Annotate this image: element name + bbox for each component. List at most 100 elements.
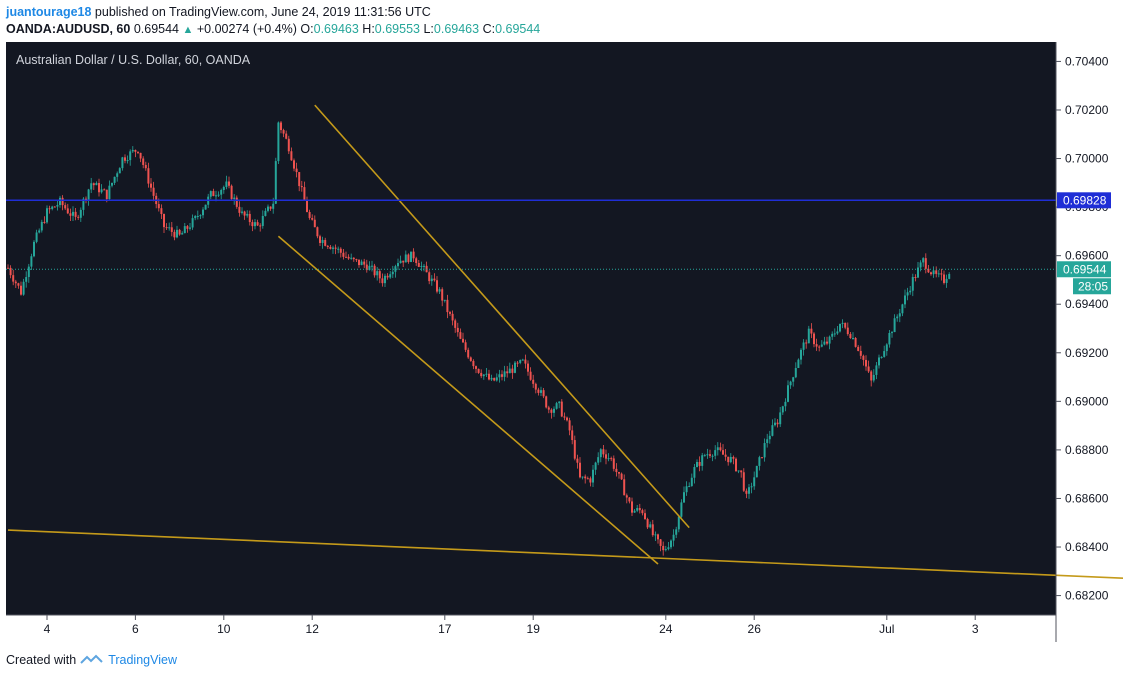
candle-body	[277, 122, 280, 162]
candle-body	[12, 275, 15, 282]
candle-body	[706, 454, 709, 456]
candle-body	[722, 450, 724, 455]
candle-body	[48, 208, 51, 210]
candle-body	[118, 168, 121, 174]
candle-body	[612, 458, 615, 469]
candle-body	[911, 277, 914, 291]
candle-body	[306, 200, 308, 212]
candle-body	[521, 359, 524, 361]
candle-body	[948, 274, 951, 279]
candle-body	[703, 455, 706, 457]
candle-body	[105, 189, 108, 200]
candle-body	[870, 371, 873, 381]
candle-body	[883, 351, 886, 357]
candle-body	[516, 362, 519, 364]
candle-body	[85, 198, 87, 200]
candle-body	[464, 342, 467, 350]
candle-body	[456, 327, 459, 333]
candle-body	[776, 422, 779, 425]
candle-body	[282, 130, 285, 134]
candle-body	[615, 468, 618, 473]
candle-body	[308, 211, 311, 218]
candle-body	[893, 318, 896, 333]
candle-body	[550, 409, 553, 413]
candle-body	[943, 274, 945, 283]
candle-body	[46, 208, 48, 223]
candle-body	[482, 374, 485, 377]
candle-body	[157, 204, 160, 209]
candle-body	[352, 257, 355, 260]
candle-body	[560, 401, 563, 417]
candle-body	[280, 122, 282, 131]
candle-body	[498, 374, 501, 378]
candle-body	[750, 486, 753, 488]
candle-body	[709, 454, 711, 456]
candle-body	[909, 290, 912, 293]
candle-body	[779, 412, 782, 425]
candle-body	[844, 322, 847, 328]
candle-body	[677, 516, 680, 530]
candle-body	[313, 219, 316, 228]
candle-body	[56, 205, 59, 207]
candle-body	[797, 359, 800, 369]
candle-body	[789, 381, 792, 386]
candle-body	[391, 271, 394, 275]
resistance-price-text: 0.69828	[1063, 193, 1107, 207]
candle-body	[573, 440, 576, 459]
trendline-group	[6, 104, 1123, 580]
candle-body	[152, 187, 155, 196]
candle-body	[758, 457, 761, 466]
candle-body	[319, 236, 321, 243]
candle-body	[365, 264, 368, 271]
candle-body	[334, 247, 337, 249]
candle-body	[818, 346, 821, 348]
candle-body	[337, 248, 340, 250]
candle-body	[345, 256, 347, 258]
candle-body	[35, 232, 38, 242]
candle-body	[771, 425, 774, 436]
footer: Created with TradingView	[6, 653, 177, 667]
chart-container[interactable]: Australian Dollar / U.S. Dollar, 60, OAN…	[0, 40, 1123, 642]
trendline-lower	[277, 235, 659, 565]
candle-body	[620, 473, 623, 480]
candle-body	[891, 332, 893, 334]
candle-body	[129, 151, 132, 161]
candle-body	[363, 261, 366, 265]
candle-body	[181, 233, 184, 235]
tradingview-link[interactable]: TradingView	[108, 653, 177, 667]
candle-body	[72, 211, 74, 216]
high-label: H:	[362, 22, 375, 36]
candle-body	[131, 149, 134, 152]
candle-body	[9, 267, 12, 276]
candle-body	[839, 323, 841, 332]
candle-body	[651, 524, 654, 536]
price-chart[interactable]: Australian Dollar / U.S. Dollar, 60, OAN…	[0, 40, 1123, 642]
plot-area[interactable]	[6, 42, 1056, 615]
candle-body	[865, 359, 867, 367]
candle-body	[254, 222, 256, 227]
candle-body	[384, 275, 386, 284]
y-tick-label: 0.69200	[1065, 346, 1109, 360]
candle-body	[711, 455, 714, 457]
candle-body	[547, 407, 550, 410]
candle-body	[714, 450, 717, 456]
candle-body	[228, 181, 230, 186]
candle-body	[794, 368, 797, 378]
candle-body	[339, 248, 342, 253]
candle-body	[524, 359, 527, 364]
candle-body	[605, 454, 607, 459]
candle-body	[183, 226, 186, 234]
candle-body	[849, 334, 852, 339]
candle-body	[495, 377, 498, 381]
candle-body	[98, 183, 100, 193]
author-link[interactable]: juantourage18	[6, 5, 92, 19]
candle-body	[82, 198, 85, 210]
candle-body	[774, 422, 776, 426]
candle-body	[555, 403, 558, 409]
close-value: 0.69544	[495, 22, 541, 36]
candle-body	[355, 259, 358, 261]
candle-body	[394, 266, 397, 272]
candle-body	[139, 152, 142, 159]
candle-body	[823, 341, 826, 345]
y-tick-label: 0.68800	[1065, 443, 1109, 457]
